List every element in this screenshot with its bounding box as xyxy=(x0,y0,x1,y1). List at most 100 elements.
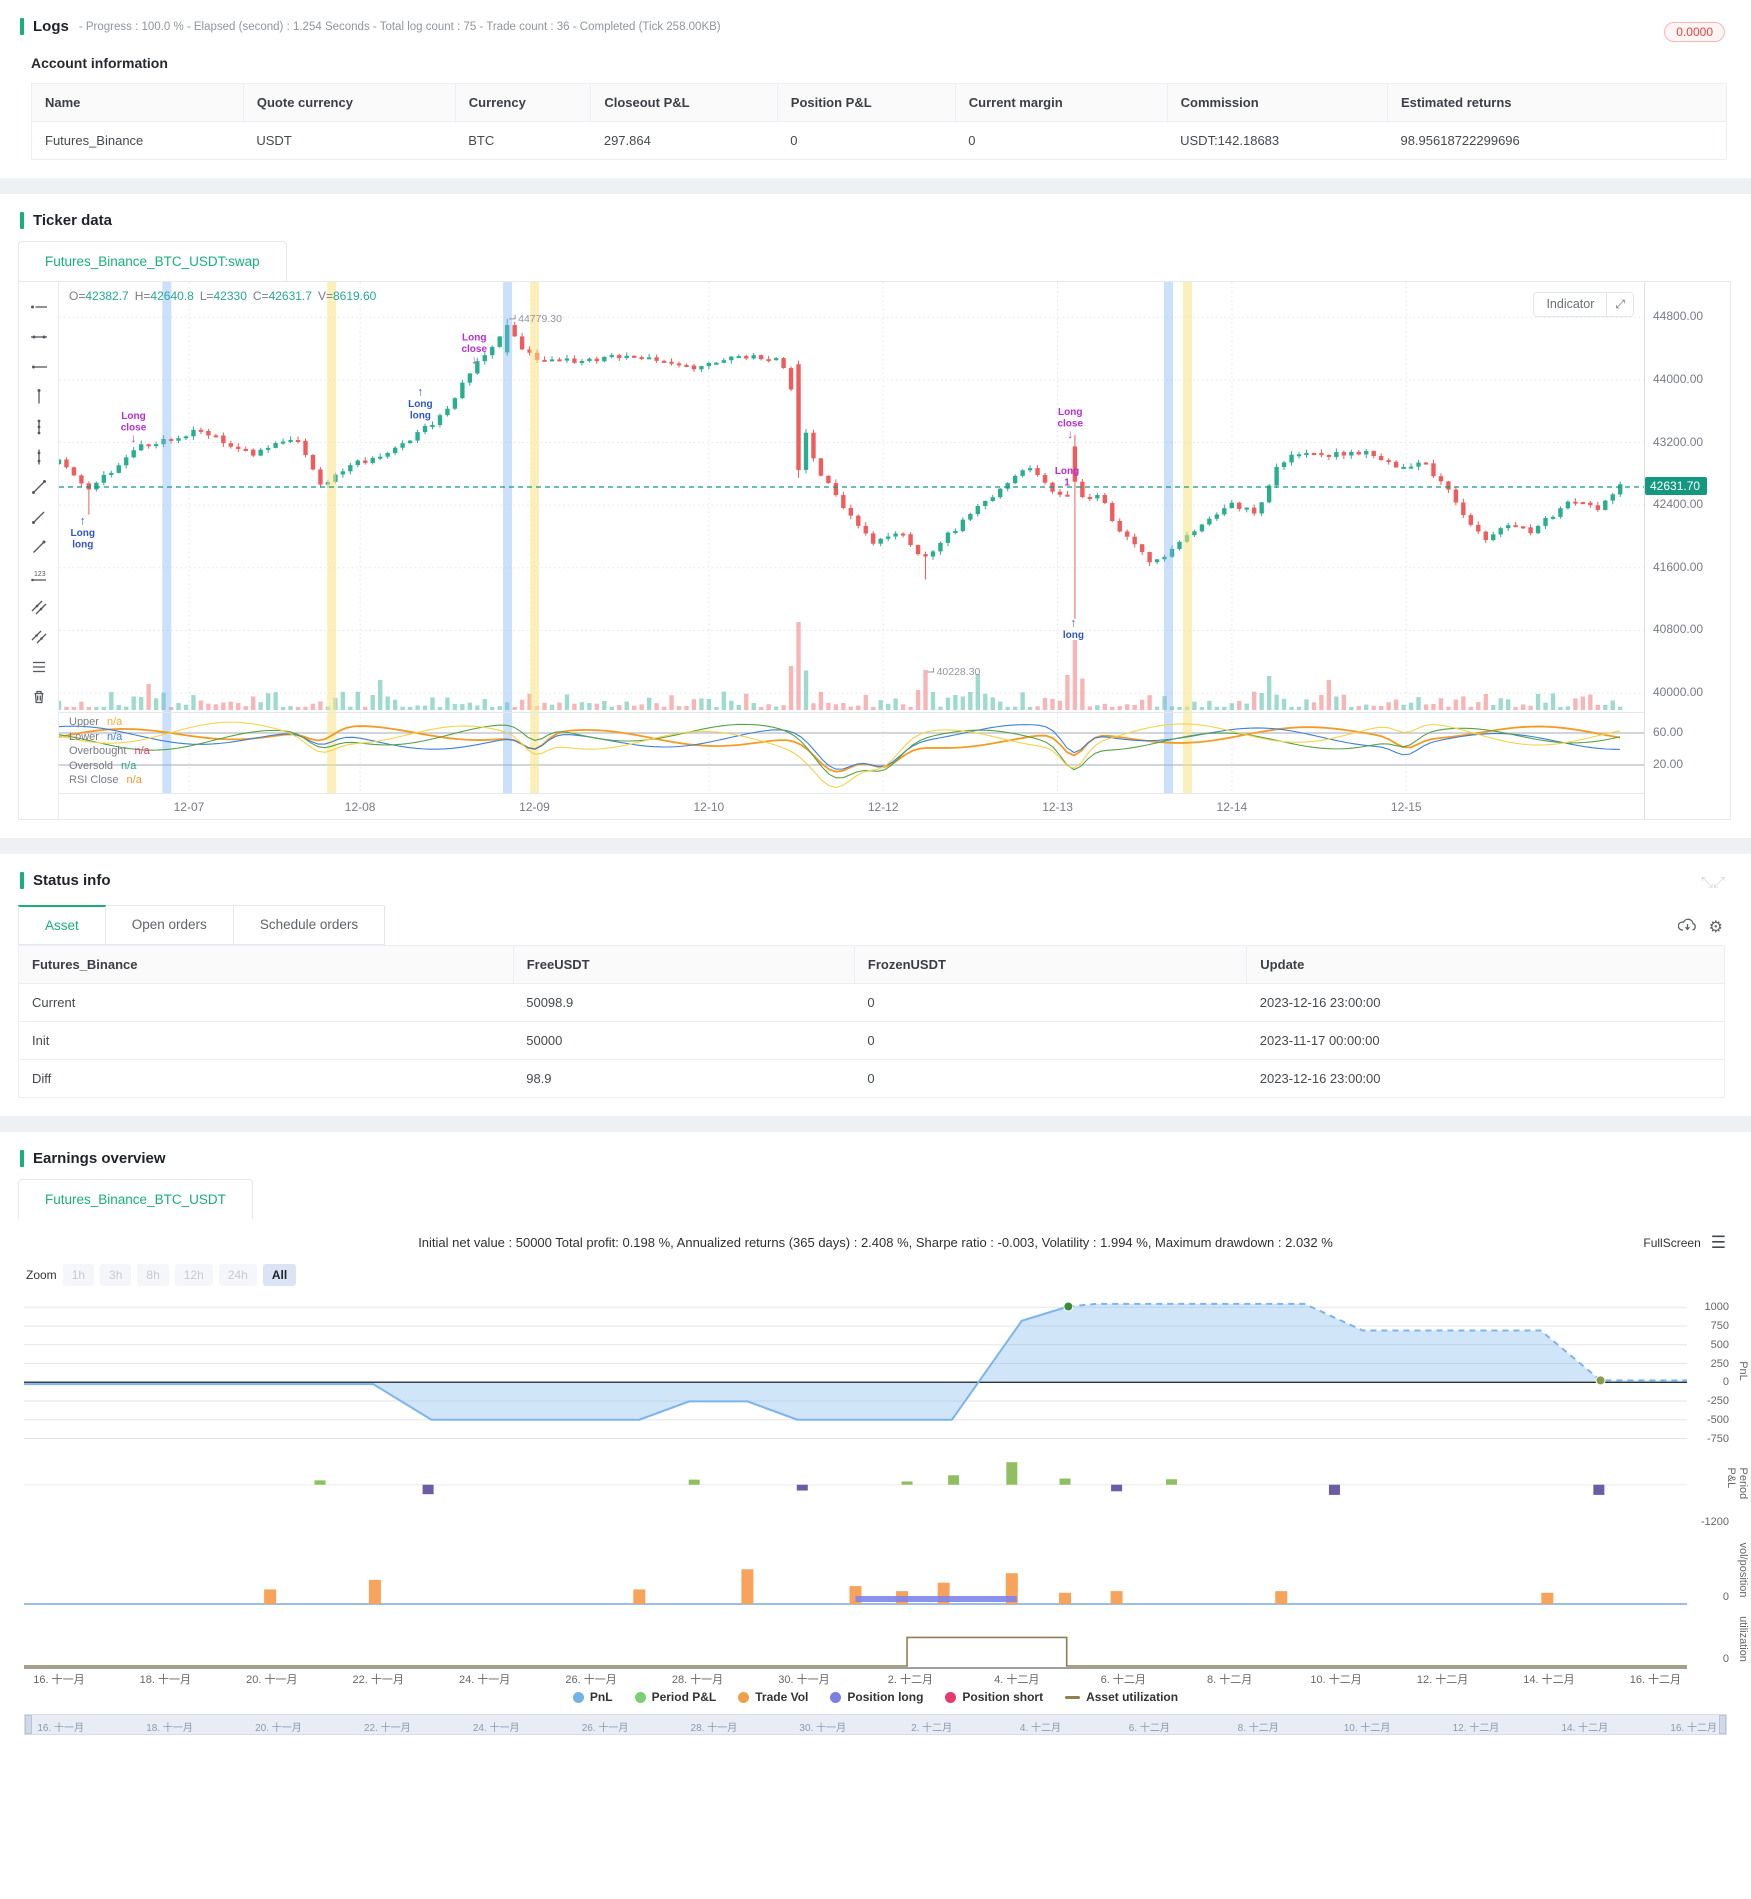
current-link[interactable]: Current xyxy=(18,983,514,1022)
zoom-button-8h[interactable]: 8h xyxy=(137,1264,169,1286)
table-cell: 50098.9 xyxy=(513,983,855,1022)
oscillator-legend: Upper n/a Lower n/a Overbought n/a Oversold n/a… xyxy=(69,715,150,788)
expand-icon[interactable]: ⤢ xyxy=(1607,292,1634,317)
oscillator-panel[interactable]: Upper n/a Lower n/a Overbought n/a Oversold n/a… xyxy=(59,712,1644,793)
legend-item-position-short[interactable]: Position short xyxy=(945,1690,1043,1704)
legend-item-period-p-l[interactable]: Period P&L xyxy=(634,1690,717,1704)
price-axis[interactable]: 44800.00 44000.00 43200.00 42400.00 41600.00… xyxy=(1644,282,1730,819)
legend-label: Period P&L xyxy=(651,1690,717,1704)
x-axis-label: 12-09 xyxy=(519,800,550,814)
tab-open-orders[interactable]: Open orders xyxy=(105,905,234,945)
navigator-handle-right[interactable] xyxy=(1719,1715,1726,1734)
trash-icon[interactable] xyxy=(27,686,51,707)
gear-icon[interactable]: ⚙ xyxy=(1708,919,1723,936)
svg-text:Long: Long xyxy=(1055,466,1079,477)
zoom-button-all[interactable]: All xyxy=(262,1264,297,1286)
zoom-button-24h[interactable]: 24h xyxy=(218,1264,257,1286)
earnings-x-label: 8. 十二月 xyxy=(1207,1674,1253,1686)
svg-text:44779.30: 44779.30 xyxy=(518,313,562,325)
table-cell: 2023-12-16 23:00:00 xyxy=(1246,983,1725,1022)
price-axis-label: 40000.00 xyxy=(1653,685,1704,700)
earnings-chart[interactable]: 1000 750 500 250 0 -250 -500 -750 PnL -1200 Period… xyxy=(0,1296,1751,1669)
ray-icon[interactable] xyxy=(27,536,51,557)
svg-text:Long: Long xyxy=(462,333,486,344)
tab-asset[interactable]: Asset xyxy=(18,905,106,945)
ohlc-value: 42631.7 xyxy=(268,289,312,303)
menu-icon[interactable]: ☰ xyxy=(1710,1233,1726,1252)
earnings-x-label: 12. 十二月 xyxy=(1416,1674,1469,1686)
candlestick-chart-frame: 123 O=42382.7 H=42640.8 L=42330 C=42631.7 V=… xyxy=(18,281,1731,820)
candlestick-chart[interactable]: O=42382.7 H=42640.8 L=42330 C=42631.7 V=8619… xyxy=(59,282,1644,819)
table-cell: BTC xyxy=(455,121,591,160)
trend-line-icon[interactable] xyxy=(27,476,51,497)
legend-item-trade-vol[interactable]: Trade Vol xyxy=(738,1690,808,1704)
legend-marker xyxy=(830,1691,842,1703)
column-header: Quote currency xyxy=(242,83,456,122)
legend-item-pnl[interactable]: PnL xyxy=(572,1690,613,1704)
indicator-button[interactable]: Indicator xyxy=(1533,292,1608,317)
horizontal-lines-icon[interactable] xyxy=(27,656,51,677)
svg-text:↓: ↓ xyxy=(471,353,477,367)
svg-text:Long: Long xyxy=(1058,407,1082,418)
pnl-panel-label: PnL xyxy=(1737,1361,1749,1381)
ticker-symbol-tab[interactable]: Futures_Binance_BTC_USDT:swap xyxy=(18,241,287,281)
disjoint-channel-icon[interactable] xyxy=(27,626,51,647)
table-cell: 0 xyxy=(854,1059,1247,1098)
collapse-icon[interactable]: ⤡⤢ xyxy=(1700,874,1725,891)
legend-item-asset-utilization[interactable]: Asset utilization xyxy=(1065,1690,1178,1704)
x-axis-label: 12-13 xyxy=(1042,800,1073,814)
parallel-channel-icon[interactable] xyxy=(27,596,51,617)
column-header: Update xyxy=(1246,945,1725,984)
navigator-label: 18. 十一月 xyxy=(146,1723,193,1734)
svg-text:↑: ↑ xyxy=(1070,616,1076,630)
table-cell: 98.9 xyxy=(513,1059,855,1098)
navigator-label: 12. 十二月 xyxy=(1452,1723,1500,1734)
table-row: Diff 98.9 0 2023-12-16 23:00:00 xyxy=(18,1059,1725,1098)
trade-marker: ↑long xyxy=(1063,616,1084,642)
navigator-label: 2. 十二月 xyxy=(911,1723,953,1734)
table-cell: 50000 xyxy=(513,1021,855,1060)
navigator-label: 28. 十一月 xyxy=(690,1723,738,1734)
navigator-handle-left[interactable] xyxy=(25,1715,32,1734)
price-axis-label: 43200.00 xyxy=(1653,434,1704,449)
download-icon[interactable] xyxy=(1677,918,1697,936)
trend-angle-icon[interactable] xyxy=(27,506,51,527)
zoom-button-1h[interactable]: 1h xyxy=(62,1264,95,1286)
zoom-button-3h[interactable]: 3h xyxy=(100,1264,132,1286)
pnl-panel: 1000 750 500 250 0 -250 -500 -750 PnL xyxy=(24,1296,1751,1446)
price-line-icon[interactable] xyxy=(27,296,51,317)
fullscreen-button[interactable]: FullScreen xyxy=(1643,1236,1701,1250)
range-navigator[interactable]: 16. 十一月 18. 十一月 20. 十一月 22. 十一月 24. 十一月 26. 十… xyxy=(24,1714,1727,1735)
earnings-x-label: 26. 十一月 xyxy=(565,1674,617,1686)
table-cell: 2023-11-17 00:00:00 xyxy=(1246,1021,1725,1060)
legend-item-position-long[interactable]: Position long xyxy=(830,1690,923,1704)
legend-label: Trade Vol xyxy=(755,1690,809,1704)
earnings-overview-section: Earnings overview Futures_Binance_BTC_US… xyxy=(0,1132,1751,1753)
ohlc-value: 42382.7 xyxy=(85,289,129,303)
tab-schedule-orders[interactable]: Schedule orders xyxy=(233,905,386,945)
logs-title: Logs xyxy=(33,18,69,35)
horizontal-segment-icon[interactable] xyxy=(27,326,51,347)
table-cell: 98.95618722299696 xyxy=(1387,121,1728,160)
ticker-title: Ticker data xyxy=(33,212,112,229)
zoom-label: Zoom xyxy=(26,1268,57,1282)
numbered-line-icon[interactable]: 123 xyxy=(27,566,51,587)
legend-marker xyxy=(738,1691,750,1703)
vertical-line-icon[interactable] xyxy=(27,446,51,467)
table-cell: USDT:142.18683 xyxy=(1167,121,1388,160)
horizontal-ray-icon[interactable] xyxy=(27,356,51,377)
x-axis-label: 12-14 xyxy=(1216,800,1248,814)
vertical-dots-icon[interactable] xyxy=(27,416,51,437)
zoom-button-12h[interactable]: 12h xyxy=(174,1264,213,1286)
x-axis-label: 12-10 xyxy=(693,800,725,814)
earnings-symbol-tab[interactable]: Futures_Binance_BTC_USDT xyxy=(18,1179,253,1219)
x-axis-label: 12-07 xyxy=(173,800,205,814)
legend-label: Position short xyxy=(962,1690,1044,1704)
ohlc-label: L= xyxy=(199,289,214,303)
earnings-x-label: 28. 十一月 xyxy=(671,1674,724,1686)
vertical-segment-icon[interactable] xyxy=(27,386,51,407)
svg-text:40228.30: 40228.30 xyxy=(937,666,981,678)
navigator-label: 6. 十二月 xyxy=(1128,1723,1170,1734)
